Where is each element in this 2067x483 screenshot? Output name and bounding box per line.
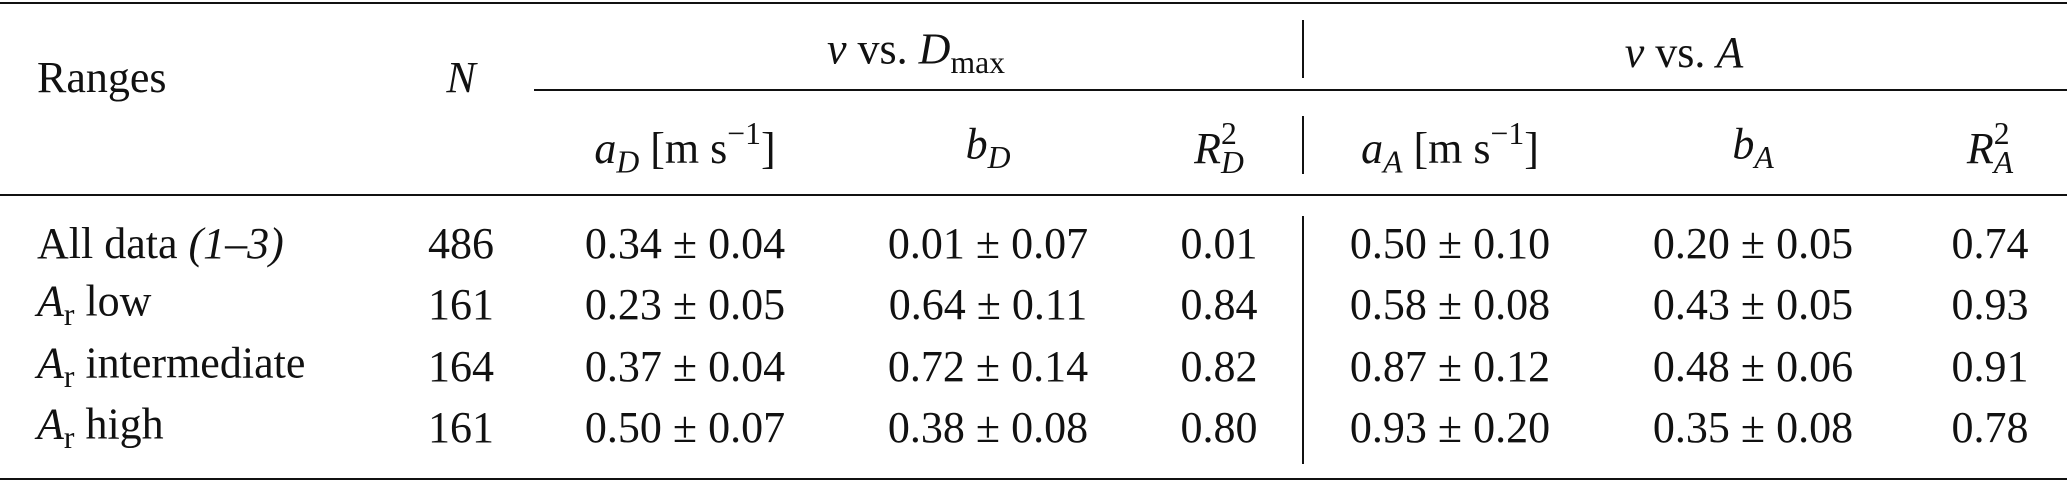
text-segment: A [1993,144,2014,180]
text-segment: All data [37,219,189,268]
column-header: R2D [1194,118,1244,178]
text-segment: A [37,276,64,326]
table-cell: 164 [428,342,494,391]
row-label: Ar high [37,402,164,453]
table-cell: 0.93 [1951,280,2029,329]
text-segment: 2 [1221,115,1237,151]
text-segment: A [1754,139,1774,175]
text-segment: ] [760,123,776,173]
group-header: v vs. A [1625,31,1744,75]
column-divider [1302,216,1304,464]
table-cell: 0.80 [1180,403,1258,452]
table-cell: 0.34 ± 0.04 [584,219,786,268]
group-rule [534,89,2067,91]
row-label: Ar intermediate [37,341,305,392]
table-cell: 0.58 ± 0.08 [1349,280,1551,329]
text-segment: a [1361,123,1384,173]
table-cell: 0.37 ± 0.04 [584,342,786,391]
table-cell: 0.01 ± 0.07 [887,219,1089,268]
text-segment: vs. [1644,28,1717,77]
text-segment: R [1966,123,1994,173]
table-cell: 161 [428,403,494,452]
table-cell: 0.20 ± 0.05 [1652,219,1854,268]
text-segment: r [63,296,75,332]
table-cell: 0.38 ± 0.08 [887,403,1089,452]
text-segment: −1 [1490,115,1525,151]
text-segment: N [446,53,476,102]
text-segment: v [1624,28,1645,77]
table-cell: 0.74 [1951,219,2029,268]
text-segment: R [1194,123,1221,173]
text-segment: A [37,399,64,449]
top-rule [0,2,2067,4]
table-cell: 0.48 ± 0.06 [1652,342,1854,391]
group-header: v vs. Dmax [827,27,1005,78]
column-header: N [446,56,475,100]
text-segment: (1–3) [188,219,284,268]
text-segment: D [987,139,1011,175]
text-segment: vs. [846,24,919,74]
table-cell: 0.84 [1180,280,1258,329]
table-cell: 0.23 ± 0.05 [584,280,786,329]
text-segment: A [37,338,64,388]
text-segment: [m s [639,123,728,173]
text-segment: A [1716,28,1744,77]
text-segment: r [63,419,75,455]
text-segment: a [594,123,617,173]
text-segment: b [965,119,988,169]
text-segment: D [918,24,951,74]
text-segment: high [74,399,164,449]
header-rule [0,194,2067,196]
text-segment: D [1221,144,1244,180]
text-segment: b [1732,119,1755,169]
column-divider [1302,116,1304,174]
column-divider [1302,20,1304,78]
text-segment: low [74,276,152,326]
column-header: Ranges [37,56,167,100]
text-segment: [m s [1402,123,1491,173]
column-header: aA [m s−1] [1361,118,1539,178]
row-label: All data (1–3) [37,222,284,266]
table-cell: 0.91 [1951,342,2029,391]
table-cell: 161 [428,280,494,329]
table-cell: 0.50 ± 0.10 [1349,219,1551,268]
text-segment: A [1383,144,1403,180]
table-cell: 0.01 [1180,219,1258,268]
table-cell: 0.82 [1180,342,1258,391]
table-cell: 0.43 ± 0.05 [1652,280,1854,329]
text-segment: max [950,44,1005,80]
table-cell: 0.87 ± 0.12 [1349,342,1551,391]
column-header: bD [966,122,1011,173]
text-segment: D [616,144,640,180]
bottom-rule [0,478,2067,480]
column-header: R2A [1967,118,2013,178]
table-cell: 486 [428,219,494,268]
row-label: Ar low [37,279,151,330]
column-header: bA [1732,122,1773,173]
text-segment: v [827,24,847,74]
text-segment: 2 [1993,115,2010,151]
text-segment: ] [1524,123,1539,173]
table-cell: 0.50 ± 0.07 [584,403,786,452]
table-cell: 0.72 ± 0.14 [887,342,1089,391]
column-header: aD [m s−1] [594,118,775,178]
table-cell: 0.64 ± 0.11 [888,280,1088,329]
text-segment: intermediate [74,338,306,388]
table-cell: 0.35 ± 0.08 [1652,403,1854,452]
table-cell: 0.93 ± 0.20 [1349,403,1551,452]
text-segment: −1 [727,115,761,151]
table-cell: 0.78 [1951,403,2029,452]
text-segment: r [63,358,75,394]
text-segment: Ranges [37,53,167,102]
